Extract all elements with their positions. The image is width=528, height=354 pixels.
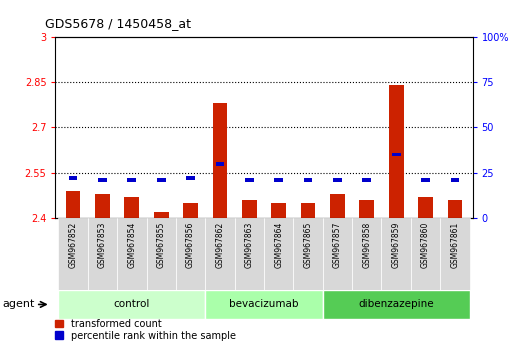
Text: GSM967865: GSM967865: [304, 221, 313, 268]
Text: GSM967857: GSM967857: [333, 221, 342, 268]
Bar: [95, 194, 110, 218]
Bar: [274, 178, 283, 182]
Bar: [59, 290, 205, 319]
Text: GDS5678 / 1450458_at: GDS5678 / 1450458_at: [45, 17, 191, 30]
Bar: [98, 178, 107, 182]
Bar: [157, 178, 166, 182]
Bar: [245, 178, 254, 182]
Text: GSM967863: GSM967863: [245, 221, 254, 268]
Text: GSM967856: GSM967856: [186, 221, 195, 268]
Legend: transformed count, percentile rank within the sample: transformed count, percentile rank withi…: [55, 319, 236, 341]
Bar: [213, 103, 227, 218]
Bar: [127, 178, 136, 182]
Text: agent: agent: [3, 299, 35, 309]
Bar: [448, 200, 463, 218]
Bar: [88, 218, 117, 290]
Bar: [242, 200, 257, 218]
Bar: [323, 290, 469, 319]
Bar: [215, 161, 224, 166]
Text: GSM967854: GSM967854: [127, 221, 136, 268]
Bar: [264, 218, 294, 290]
Bar: [362, 178, 371, 182]
Bar: [234, 218, 264, 290]
Text: dibenzazepine: dibenzazepine: [359, 299, 434, 309]
Bar: [294, 218, 323, 290]
Bar: [304, 178, 313, 182]
Bar: [360, 200, 374, 218]
Text: GSM967855: GSM967855: [157, 221, 166, 268]
Bar: [323, 218, 352, 290]
Bar: [382, 218, 411, 290]
Bar: [205, 290, 323, 319]
Text: GSM967860: GSM967860: [421, 221, 430, 268]
Bar: [65, 190, 80, 218]
Text: GSM967859: GSM967859: [392, 221, 401, 268]
Bar: [176, 218, 205, 290]
Bar: [440, 218, 469, 290]
Bar: [418, 196, 433, 218]
Bar: [117, 218, 146, 290]
Bar: [69, 176, 78, 180]
Bar: [154, 212, 168, 218]
Text: GSM967861: GSM967861: [450, 221, 459, 268]
Text: GSM967852: GSM967852: [69, 221, 78, 268]
Bar: [59, 218, 88, 290]
Bar: [392, 153, 401, 156]
Bar: [183, 202, 198, 218]
Bar: [333, 178, 342, 182]
Bar: [421, 178, 430, 182]
Bar: [125, 196, 139, 218]
Bar: [271, 202, 286, 218]
Text: bevacizumab: bevacizumab: [229, 299, 299, 309]
Bar: [352, 218, 382, 290]
Text: control: control: [114, 299, 150, 309]
Text: GSM967864: GSM967864: [274, 221, 283, 268]
Bar: [450, 178, 459, 182]
Bar: [301, 202, 315, 218]
Bar: [389, 85, 403, 218]
Text: GSM967853: GSM967853: [98, 221, 107, 268]
Bar: [330, 194, 345, 218]
Text: GSM967862: GSM967862: [215, 221, 224, 268]
Text: GSM967858: GSM967858: [362, 221, 371, 268]
Bar: [186, 176, 195, 180]
Bar: [205, 218, 234, 290]
Bar: [146, 218, 176, 290]
Bar: [411, 218, 440, 290]
